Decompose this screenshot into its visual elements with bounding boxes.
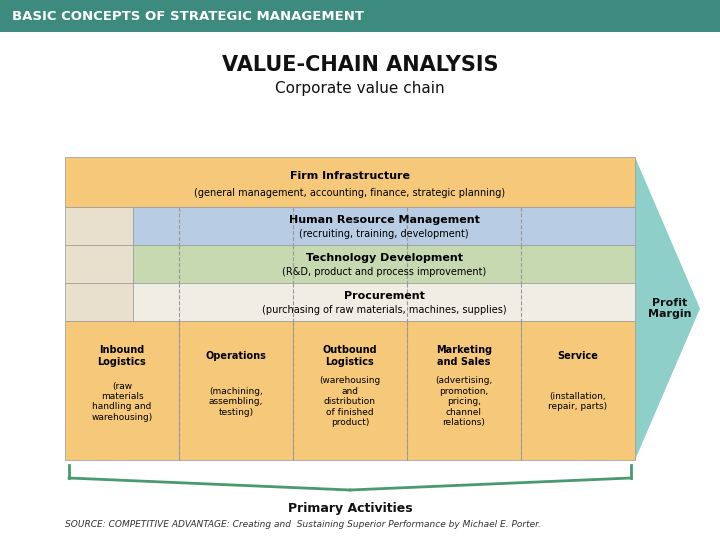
Bar bbox=[133, 245, 635, 283]
Text: (general management, accounting, finance, strategic planning): (general management, accounting, finance… bbox=[194, 188, 505, 198]
Text: Service: Service bbox=[557, 351, 598, 361]
Bar bbox=[65, 283, 133, 321]
Text: SOURCE: COMPETITIVE ADVANTAGE: Creating and  Sustaining Superior Performance by : SOURCE: COMPETITIVE ADVANTAGE: Creating … bbox=[65, 520, 541, 529]
Bar bbox=[521, 321, 635, 460]
Text: Procurement: Procurement bbox=[343, 291, 424, 301]
Text: VALUE-CHAIN ANALYSIS: VALUE-CHAIN ANALYSIS bbox=[222, 55, 498, 75]
Bar bbox=[407, 321, 521, 460]
Bar bbox=[0, 0, 720, 32]
Text: BASIC CONCEPTS OF STRATEGIC MANAGEMENT: BASIC CONCEPTS OF STRATEGIC MANAGEMENT bbox=[12, 10, 364, 23]
Bar bbox=[65, 207, 133, 245]
Text: (purchasing of raw materials, machines, supplies): (purchasing of raw materials, machines, … bbox=[261, 305, 506, 315]
Text: (machining,
assembling,
testing): (machining, assembling, testing) bbox=[209, 387, 264, 416]
Bar bbox=[133, 283, 635, 321]
Text: Operations: Operations bbox=[206, 351, 266, 361]
Bar bbox=[179, 321, 293, 460]
Text: Human Resource Management: Human Resource Management bbox=[289, 215, 480, 225]
Text: Profit
Margin: Profit Margin bbox=[648, 298, 691, 319]
Bar bbox=[65, 245, 133, 283]
Text: (R&D, product and process improvement): (R&D, product and process improvement) bbox=[282, 267, 486, 278]
Polygon shape bbox=[635, 157, 700, 460]
Text: Inbound
Logistics: Inbound Logistics bbox=[98, 345, 146, 367]
Text: (advertising,
promotion,
pricing,
channel
relations): (advertising, promotion, pricing, channe… bbox=[436, 376, 492, 427]
Bar bbox=[65, 321, 179, 460]
Text: Technology Development: Technology Development bbox=[305, 253, 462, 264]
Text: Marketing
and Sales: Marketing and Sales bbox=[436, 345, 492, 367]
Text: Firm Infrastructure: Firm Infrastructure bbox=[290, 171, 410, 181]
Text: Outbound
Logistics: Outbound Logistics bbox=[323, 345, 377, 367]
Text: Corporate value chain: Corporate value chain bbox=[275, 80, 445, 96]
Text: (warehousing
and
distribution
of finished
product): (warehousing and distribution of finishe… bbox=[320, 376, 381, 427]
Text: (recruiting, training, development): (recruiting, training, development) bbox=[300, 230, 469, 239]
Bar bbox=[65, 157, 635, 207]
Text: (installation,
repair, parts): (installation, repair, parts) bbox=[549, 392, 608, 411]
Bar bbox=[133, 207, 635, 245]
Text: Primary Activities: Primary Activities bbox=[288, 502, 413, 515]
Text: (raw
materials
handling and
warehousing): (raw materials handling and warehousing) bbox=[91, 382, 153, 422]
Bar bbox=[293, 321, 407, 460]
